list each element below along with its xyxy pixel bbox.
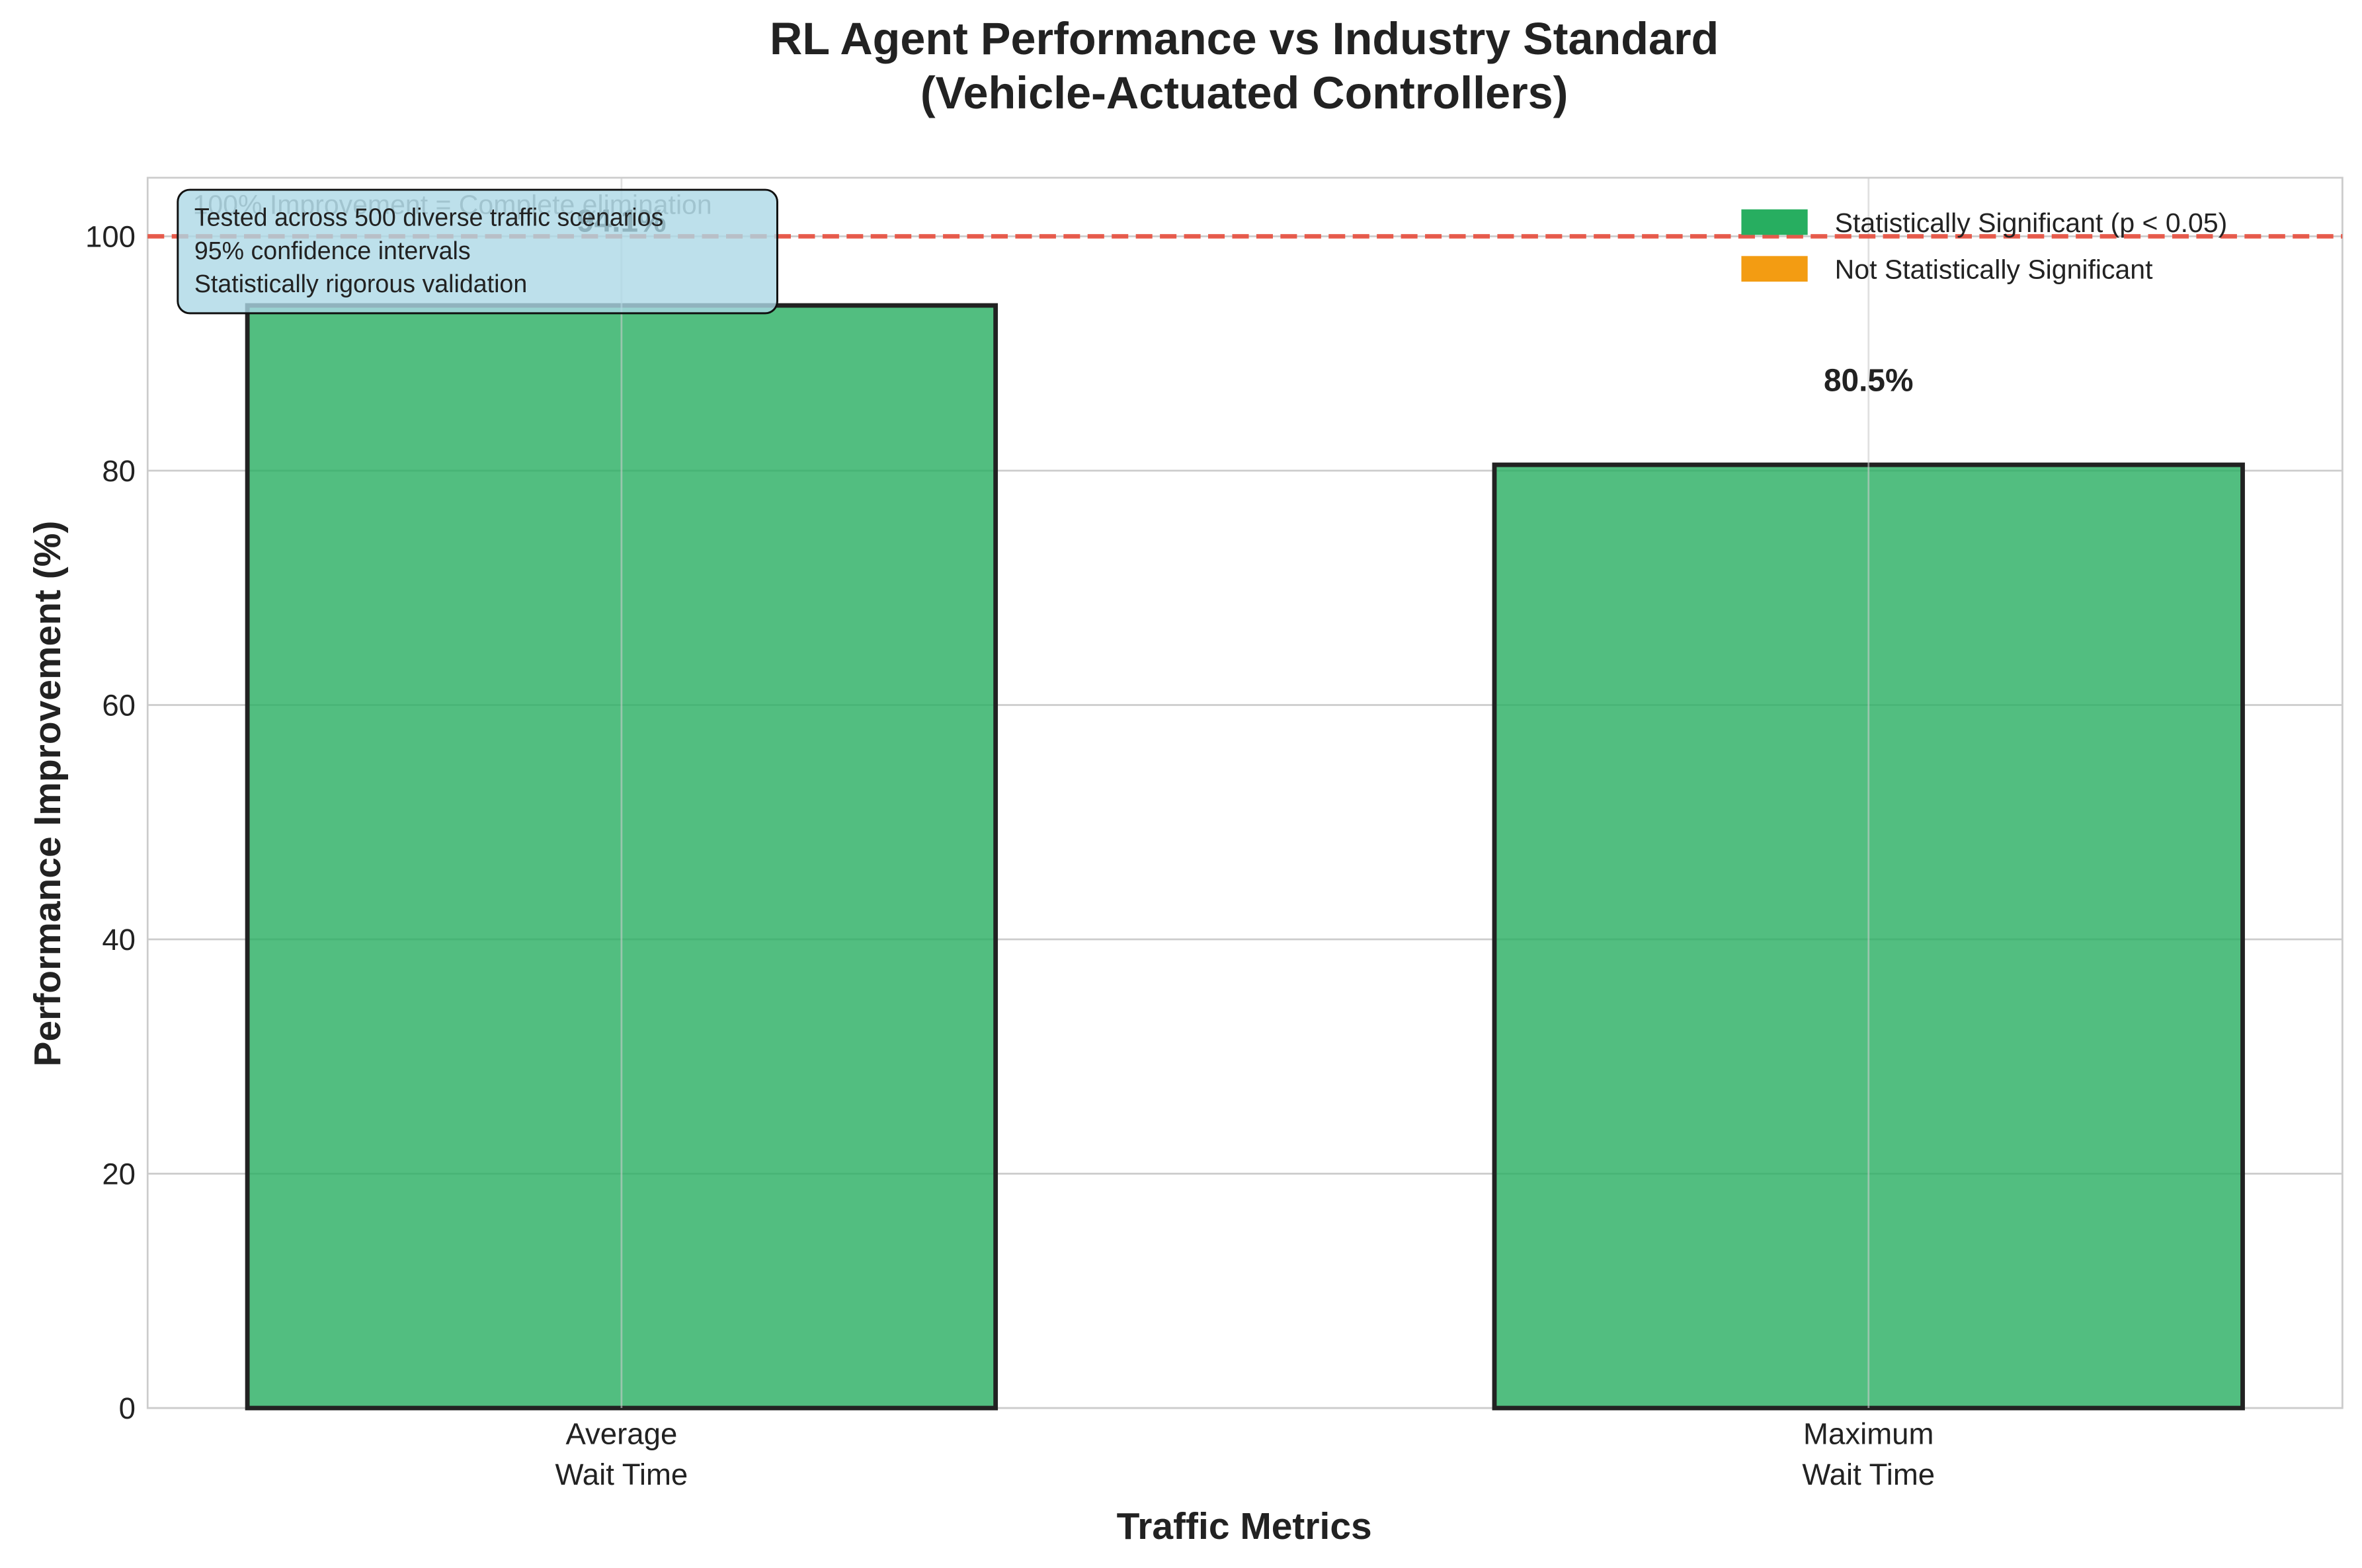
y-tick-label: 20	[102, 1157, 136, 1191]
chart-title: RL Agent Performance vs Industry Standar…	[770, 14, 1719, 118]
y-tick-label: 0	[119, 1392, 136, 1425]
annotation-text: Tested across 500 diverse traffic scenar…	[194, 204, 663, 297]
annotation-box	[177, 188, 778, 315]
y-tick-label: 100	[85, 219, 136, 253]
legend-swatch	[1741, 256, 1808, 282]
y-tick-label: 40	[102, 923, 136, 957]
value-label: 80.5%	[1824, 364, 1914, 399]
x-axis-label: Traffic Metrics	[1117, 1505, 1372, 1548]
y-tick-label: 80	[102, 454, 136, 488]
legend-label: Not Statistically Significant	[1835, 254, 2153, 284]
x-tick-label: Average Wait Time	[555, 1417, 688, 1492]
legend-label: Statistically Significant (p < 0.05)	[1835, 208, 2228, 238]
y-axis-label: Performance Improvement (%)	[26, 521, 69, 1067]
legend-swatch	[1741, 209, 1808, 235]
x-tick-label: Maximum Wait Time	[1802, 1417, 1935, 1492]
y-tick-label: 60	[102, 688, 136, 722]
